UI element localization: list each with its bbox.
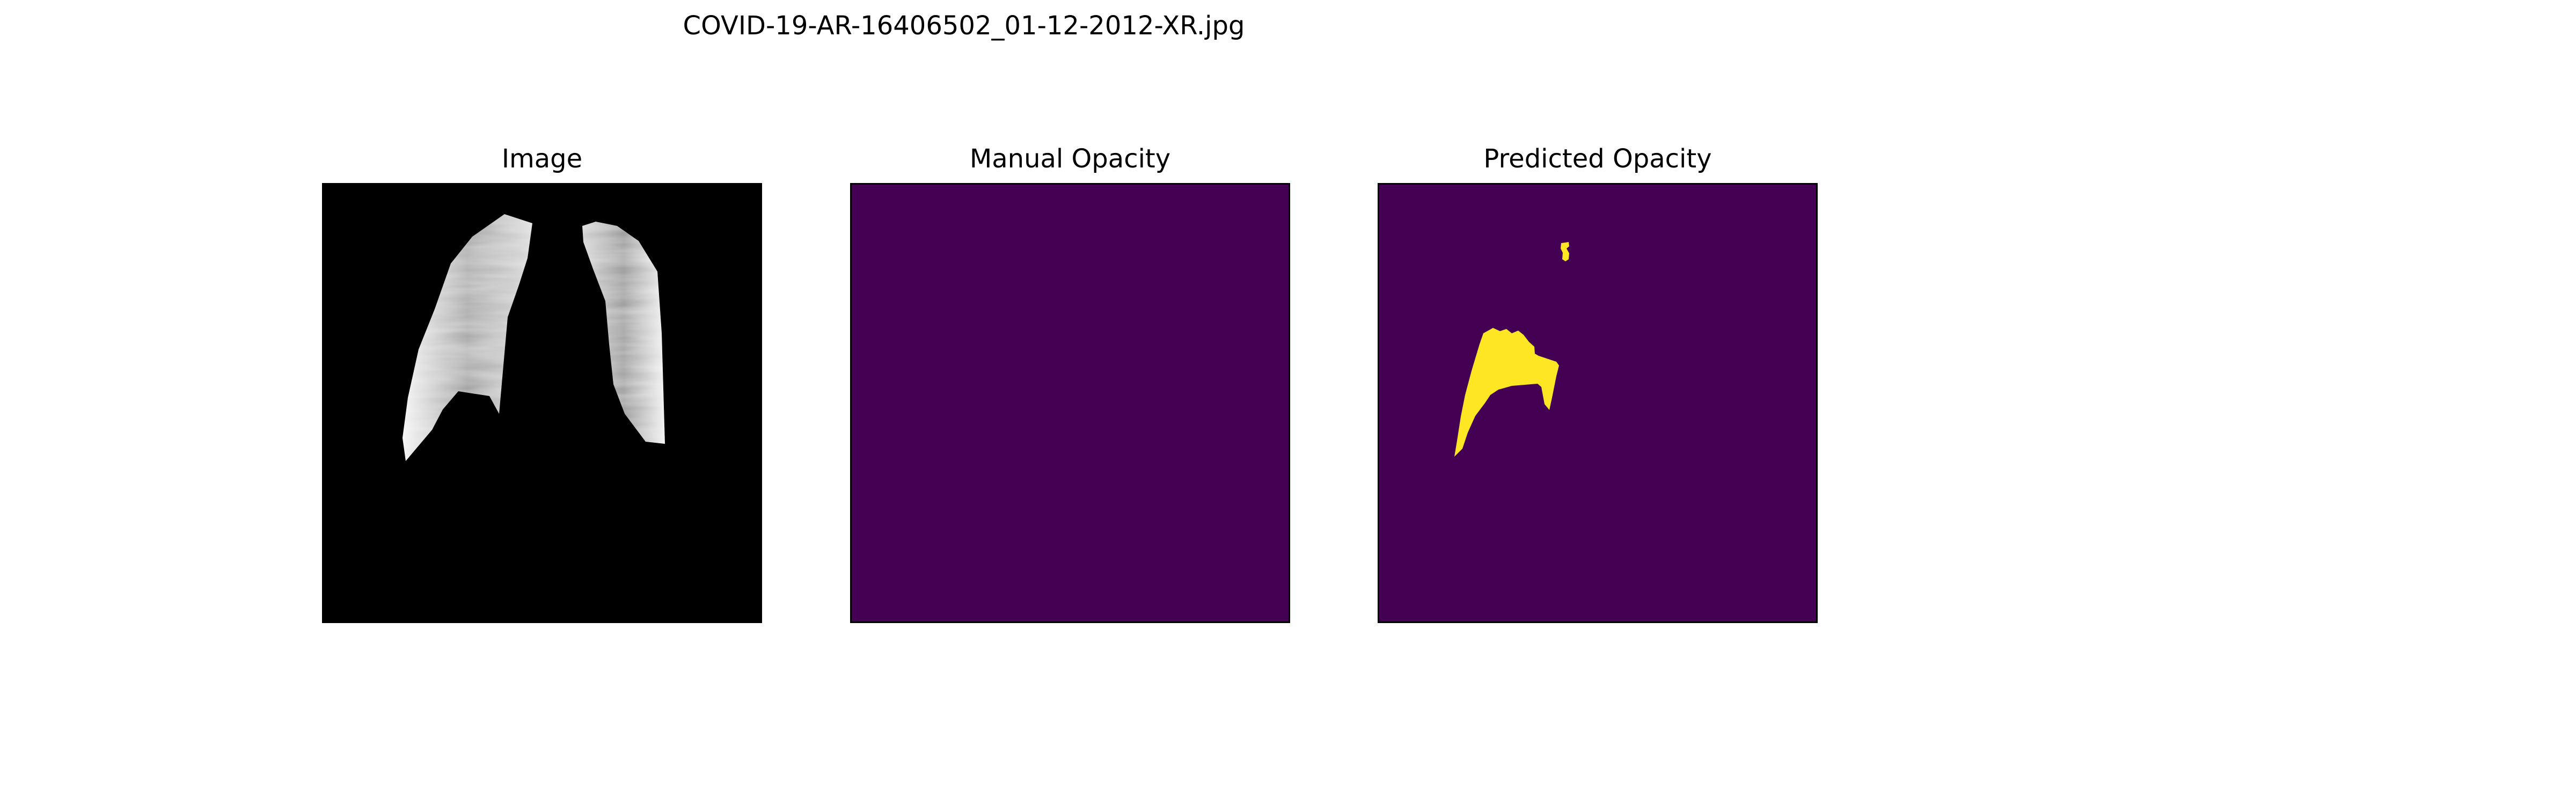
panel-manual-opacity: [850, 183, 1290, 623]
xray-image: [322, 183, 762, 623]
panel-title-manual-opacity: Manual Opacity: [850, 143, 1290, 175]
panel-title-image: Image: [322, 143, 762, 175]
manual-opacity-mask: [850, 183, 1290, 623]
mask-background: [850, 183, 1290, 623]
image-background: [322, 183, 762, 623]
mask-background: [1378, 183, 1818, 623]
panel-image: [322, 183, 762, 623]
panel-title-predicted-opacity: Predicted Opacity: [1378, 143, 1818, 175]
predicted-opacity-mask: [1378, 183, 1818, 623]
figure-title: COVID-19-AR-16406502_01-12-2012-XR.jpg: [0, 10, 1928, 42]
panel-predicted-opacity: [1378, 183, 1818, 623]
